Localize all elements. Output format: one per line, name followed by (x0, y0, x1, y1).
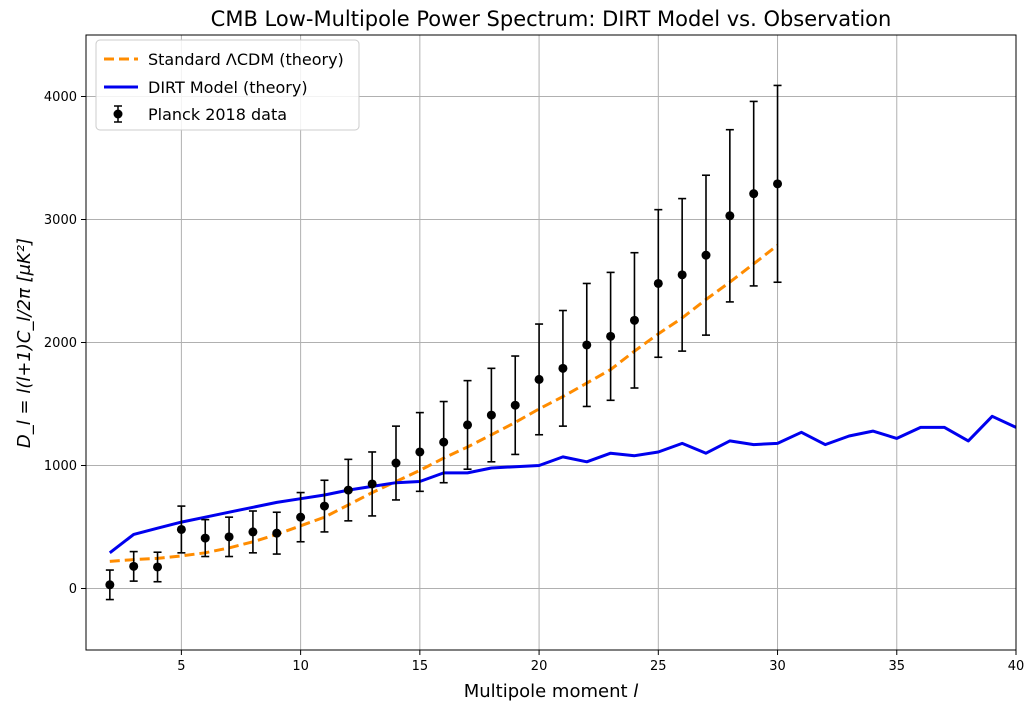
data-point (725, 211, 735, 221)
data-point (296, 512, 306, 522)
legend-box (95, 39, 360, 131)
x-tick-label: 30 (769, 659, 786, 674)
data-point (129, 561, 139, 571)
data-point (200, 533, 210, 543)
data-point (558, 363, 568, 373)
dirt-model-series (108, 414, 1017, 554)
y-tick-label: 0 (69, 582, 77, 597)
data-point (534, 374, 544, 384)
dirt-model-line (108, 414, 1017, 554)
x-tick-label: 20 (531, 659, 548, 674)
x-axis-label-var: l (633, 681, 638, 702)
data-point (439, 437, 449, 447)
x-tick-label: 25 (650, 659, 667, 674)
data-point (343, 485, 353, 495)
data-point (606, 331, 616, 341)
data-point (153, 562, 163, 572)
data-point (701, 250, 711, 260)
x-tick-label: 5 (177, 659, 185, 674)
x-tick-label: 15 (412, 659, 429, 674)
data-point (677, 270, 687, 280)
y-axis-ticks: 0 1000 2000 3000 4000 (44, 90, 86, 597)
plot-area (85, 34, 1017, 651)
data-point (415, 447, 425, 457)
data-point (463, 420, 473, 430)
legend-data-label: Planck 2018 data (148, 105, 287, 124)
x-axis-ticks: 5 10 15 20 25 30 35 40 (177, 650, 1024, 674)
data-point (367, 479, 377, 489)
data-point (319, 501, 329, 511)
x-tick-label: 35 (888, 659, 905, 674)
data-point (510, 400, 520, 410)
data-point (391, 458, 401, 468)
data-point (224, 532, 234, 542)
chart-title: CMB Low-Multipole Power Spectrum: DIRT M… (211, 7, 892, 31)
data-point (629, 315, 639, 325)
legend: Standard ΛCDM (theory) DIRT Model (theor… (95, 39, 360, 131)
x-axis-label: Multipole moment l (464, 681, 639, 702)
data-point (653, 278, 663, 288)
data-point (105, 580, 115, 590)
data-point (176, 524, 186, 534)
data-point (582, 340, 592, 350)
planck-data-series (105, 84, 783, 601)
data-point (272, 528, 282, 538)
data-point (749, 189, 759, 199)
y-tick-label: 4000 (44, 90, 77, 105)
y-tick-label: 1000 (44, 459, 77, 474)
data-point (773, 179, 783, 189)
y-axis-label: D_l = l(l+1)C_l/2π [μK²] (14, 238, 35, 448)
x-tick-label: 40 (1008, 659, 1025, 674)
legend-lcdm-label: Standard ΛCDM (theory) (148, 50, 344, 69)
legend-data-marker (113, 109, 123, 119)
x-axis-label-main: Multipole moment (464, 681, 634, 702)
legend-dirt-label: DIRT Model (theory) (148, 78, 308, 97)
data-point (486, 410, 496, 420)
data-point (248, 527, 258, 537)
y-tick-label: 3000 (44, 213, 77, 228)
y-tick-label: 2000 (44, 336, 77, 351)
x-tick-label: 10 (292, 659, 309, 674)
